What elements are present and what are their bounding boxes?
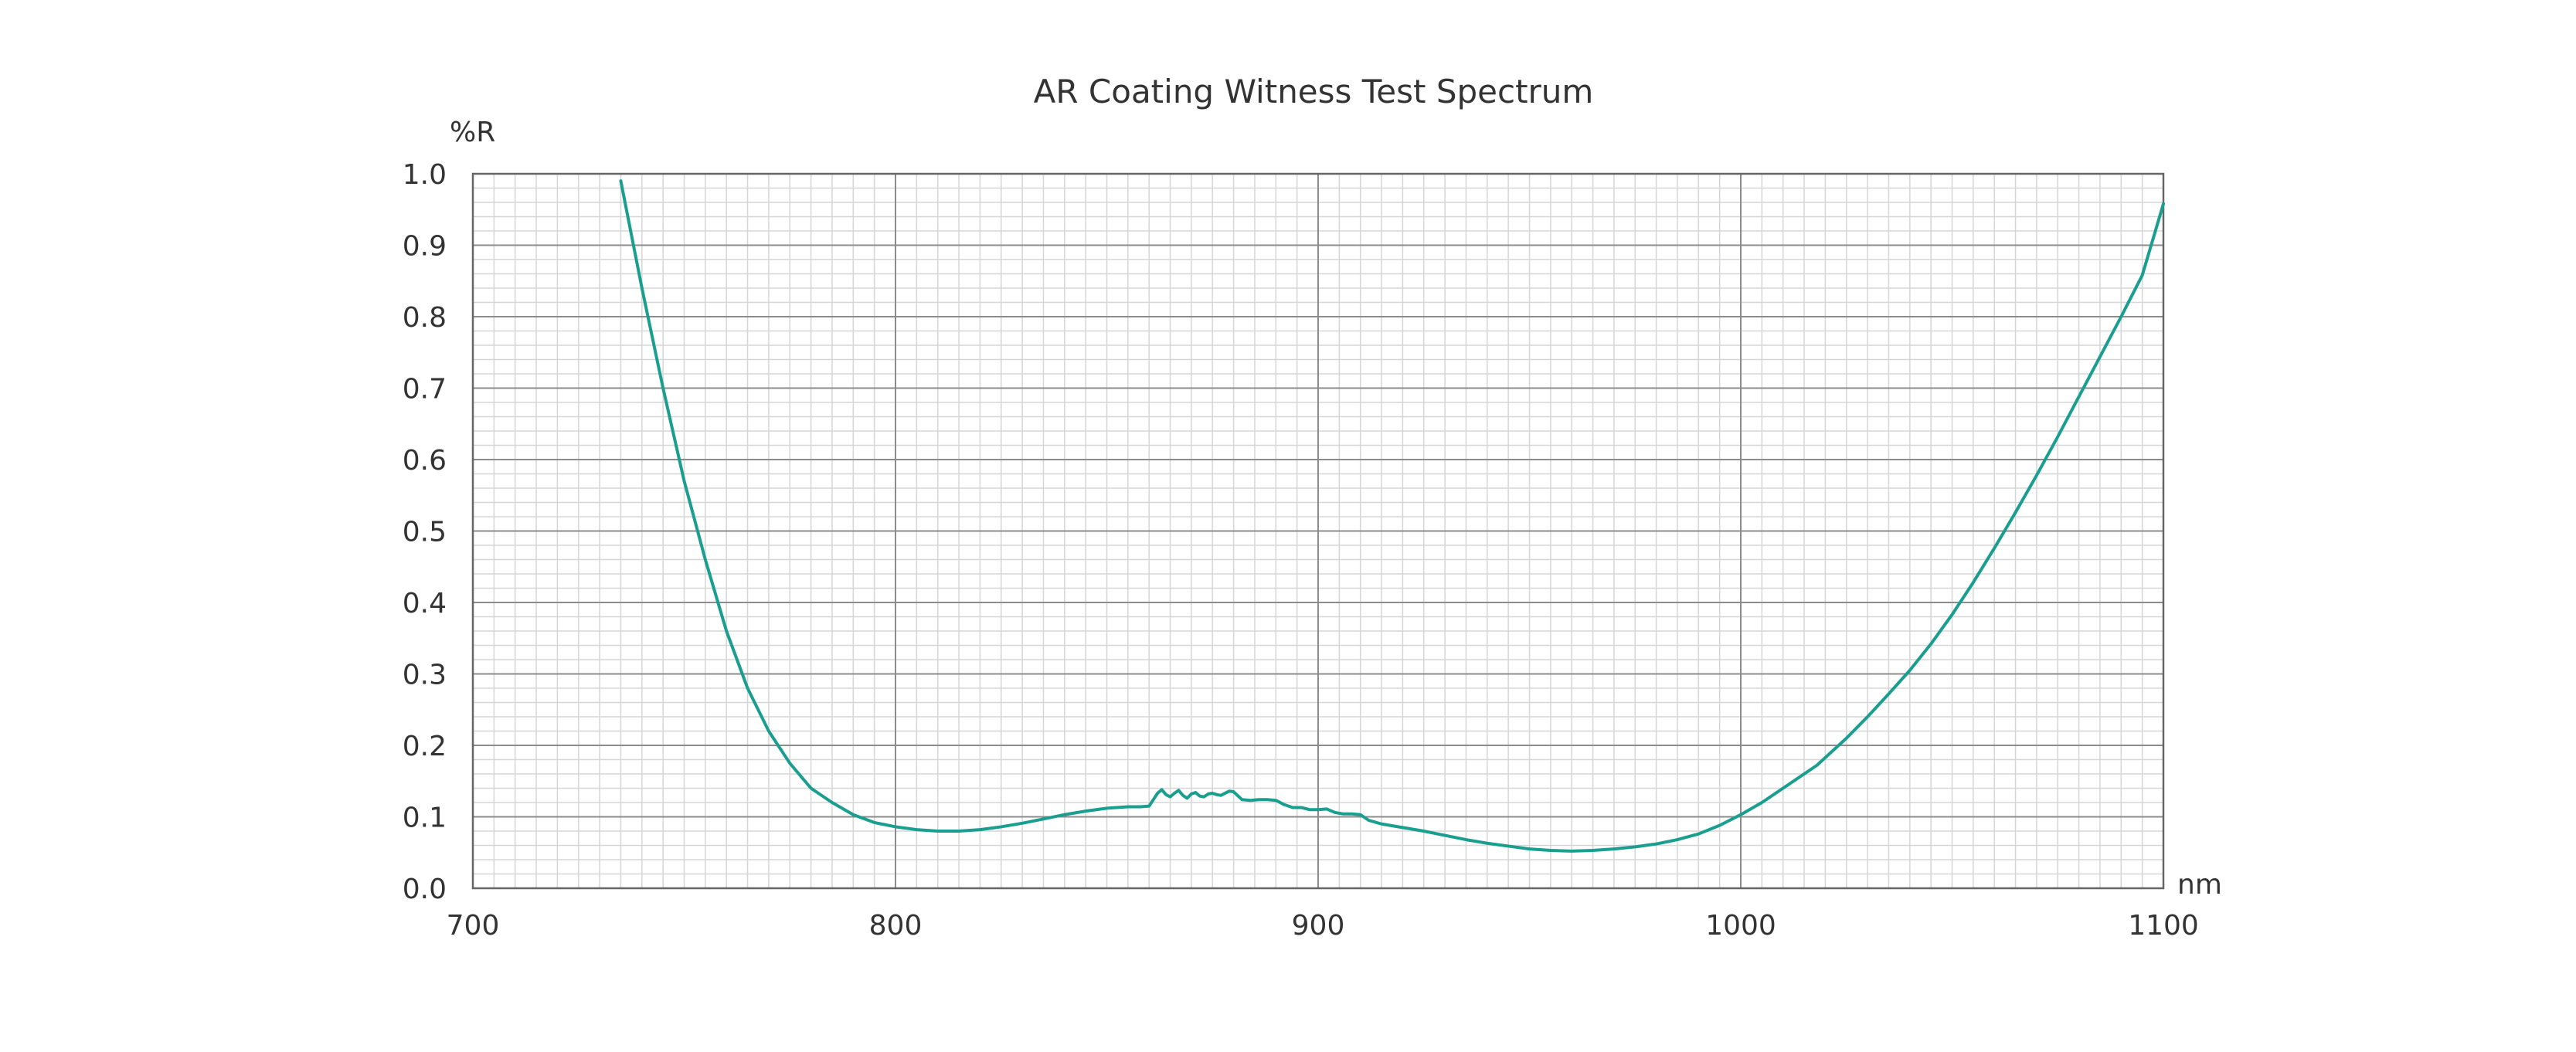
x-tick-label: 700 <box>447 910 500 942</box>
x-tick-label: 800 <box>869 910 923 942</box>
y-tick-label: 0.7 <box>403 374 447 406</box>
series-layer <box>619 179 2165 853</box>
y-tick-label: 0.8 <box>403 302 447 334</box>
chart-title: AR Coating Witness Test Spectrum <box>1034 73 1594 110</box>
y-tick-label: 0.5 <box>403 517 447 548</box>
y-tick-label: 0.0 <box>403 874 447 905</box>
y-tick-label: 0.6 <box>403 445 447 477</box>
x-tick-label: 1100 <box>2128 910 2199 942</box>
x-axis-label: nm <box>2177 869 2222 901</box>
y-tick-label: 0.1 <box>403 803 447 834</box>
plot-frame <box>471 172 2165 890</box>
x-axis-ticks: 700 800 900 1000 1100 <box>447 910 2199 942</box>
x-tick-label: 1000 <box>1705 910 1776 942</box>
y-tick-label: 0.3 <box>403 660 447 691</box>
y-tick-label: 0.9 <box>403 231 447 263</box>
x-tick-label: 900 <box>1292 910 1345 942</box>
y-tick-label: 0.2 <box>403 731 447 762</box>
series-line-1 <box>619 179 2165 853</box>
major-gridlines <box>473 174 2163 888</box>
y-tick-label: 0.4 <box>403 588 447 619</box>
y-axis-label: %R <box>450 117 495 148</box>
y-tick-label: 1.0 <box>403 159 447 191</box>
y-axis-ticks: 0.0 0.1 0.2 0.3 0.4 0.5 0.6 0.7 0.8 0.9 1.0 <box>403 159 447 905</box>
